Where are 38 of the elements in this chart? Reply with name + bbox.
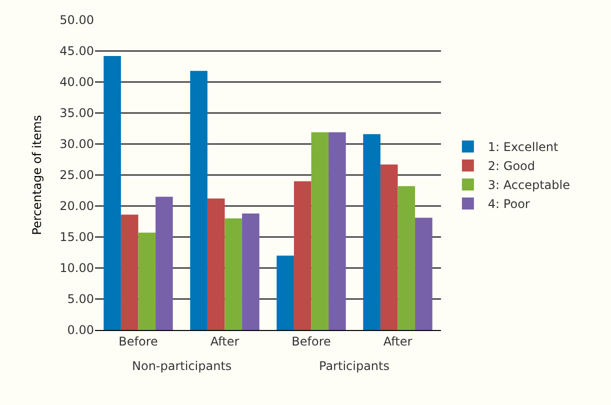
x-tick-label: Before bbox=[118, 334, 158, 348]
y-tick-label: 0.00 bbox=[67, 323, 94, 338]
bar bbox=[328, 132, 346, 330]
y-tick-label: 45.00 bbox=[60, 44, 94, 58]
text: Non-participants bbox=[132, 359, 232, 373]
x-tick-label: Before bbox=[292, 334, 331, 348]
x-tick-label: After bbox=[383, 334, 412, 348]
y-tick-label: 5.00 bbox=[67, 292, 94, 306]
y-tick-label: 25.00 bbox=[60, 168, 94, 182]
legend-label: 3: Acceptable bbox=[488, 178, 570, 192]
bar bbox=[311, 132, 329, 330]
bar bbox=[276, 256, 294, 330]
bar bbox=[294, 181, 312, 330]
y-tick-label: 20.00 bbox=[60, 199, 94, 214]
bar bbox=[138, 232, 156, 330]
bar bbox=[380, 164, 398, 330]
bar bbox=[104, 56, 121, 330]
x-tick-label: After bbox=[210, 334, 240, 348]
y-axis-title: Percentage of items bbox=[30, 114, 44, 236]
y-tick-label: 30.00 bbox=[60, 137, 94, 152]
bar bbox=[224, 218, 242, 330]
y-tick-label: 40.00 bbox=[60, 75, 94, 90]
text: Participants bbox=[319, 359, 390, 373]
y-tick-label: 50.00 bbox=[60, 13, 94, 28]
bar bbox=[363, 134, 380, 330]
legend-label: 1: Excellent bbox=[488, 140, 559, 154]
bar bbox=[398, 186, 416, 330]
bar bbox=[415, 218, 432, 330]
y-tick-label: 35.00 bbox=[60, 106, 94, 120]
bar bbox=[156, 196, 173, 330]
bar bbox=[190, 70, 208, 330]
bar bbox=[120, 214, 138, 330]
y-tick-label: 10.00 bbox=[60, 261, 94, 276]
y-tick-label: 15.00 bbox=[60, 230, 94, 244]
legend-label: 4: Poor bbox=[488, 197, 530, 212]
bar bbox=[207, 198, 225, 330]
legend-label: 2: Good bbox=[488, 159, 536, 174]
bar bbox=[242, 213, 260, 330]
